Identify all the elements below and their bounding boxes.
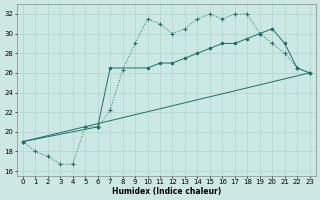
X-axis label: Humidex (Indice chaleur): Humidex (Indice chaleur)	[112, 187, 221, 196]
